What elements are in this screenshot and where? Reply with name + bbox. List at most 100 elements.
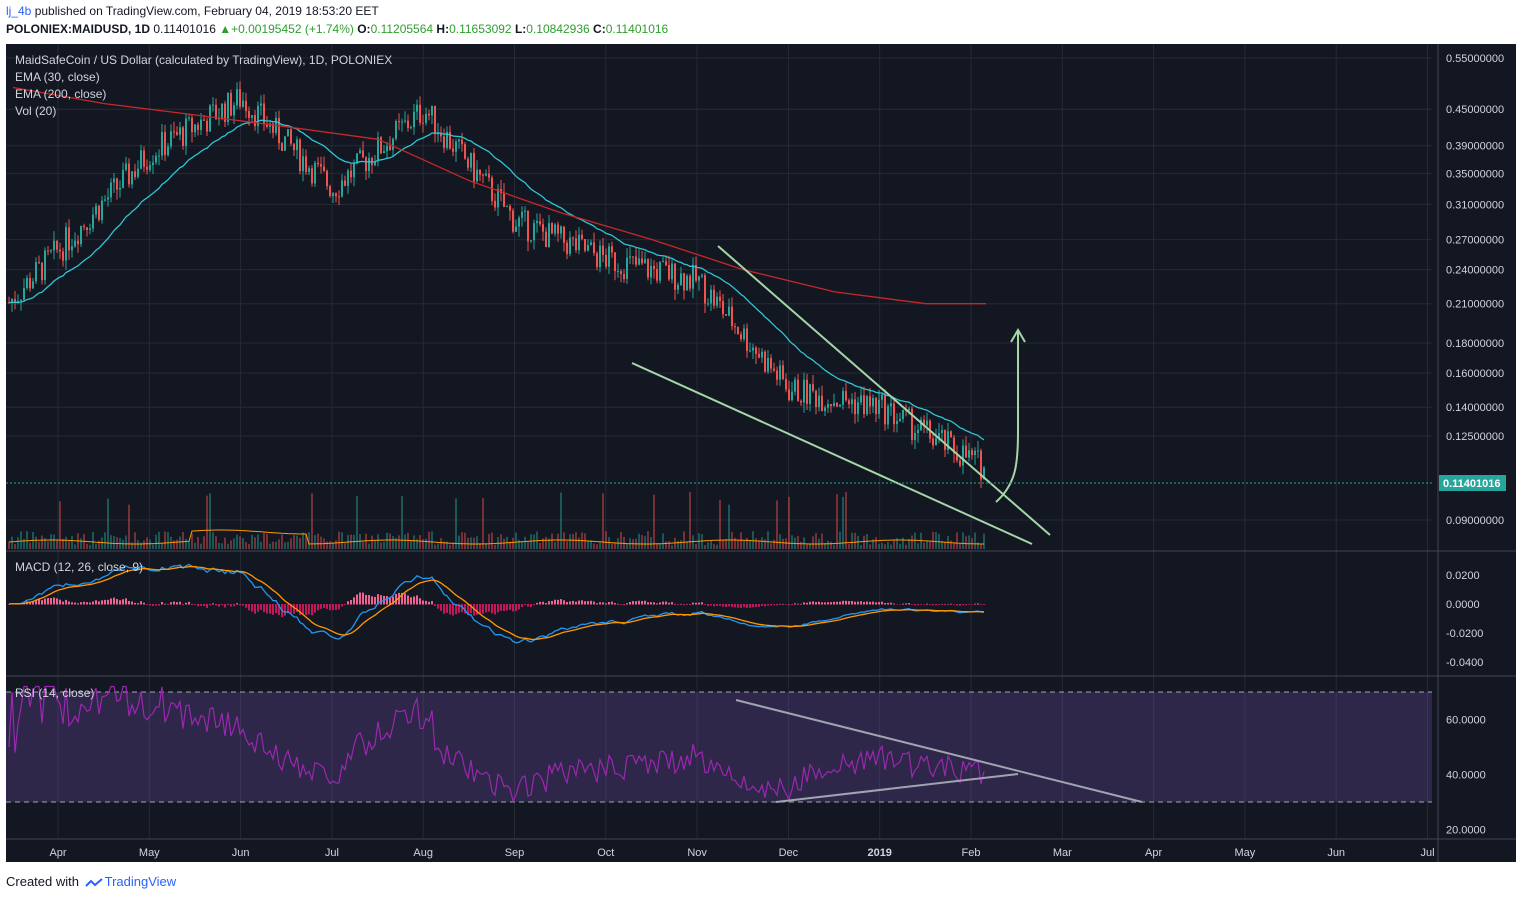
macd-hist-bar (83, 601, 85, 605)
candle (947, 431, 949, 450)
volume-bar (899, 543, 901, 549)
macd-hist-bar (866, 601, 868, 605)
chart-area[interactable] (6, 44, 1516, 862)
macd-hist-bar (320, 604, 322, 609)
candle (158, 155, 160, 157)
candle (848, 400, 850, 405)
macd-hist-bar (935, 604, 937, 606)
macd-hist-bar (944, 604, 946, 606)
candle (212, 104, 214, 106)
macd-hist-bar (920, 604, 922, 605)
volume-bar (311, 493, 313, 549)
macd-hist-bar (509, 604, 511, 610)
volume-bar (764, 539, 766, 549)
volume-bar (113, 536, 115, 549)
volume-bar (857, 535, 859, 549)
macd-hist-bar (608, 602, 610, 605)
macd-line (8, 563, 985, 644)
macd-axis[interactable]: 0.0200 0.0000 -0.0200 -0.0400 (1446, 570, 1483, 669)
candle (140, 150, 142, 169)
macd-hist-bar (902, 603, 904, 605)
macd-hist-bar (341, 604, 343, 607)
wedge-upper-trendline[interactable] (717, 245, 1051, 536)
macd-hist-bar (596, 603, 598, 605)
volume-bar (944, 542, 946, 549)
candle (719, 296, 721, 302)
macd-hist-bar (710, 604, 712, 606)
candle (254, 115, 256, 127)
volume-bar (251, 534, 253, 549)
candle (641, 258, 643, 264)
volume-bar (236, 534, 238, 549)
candle (278, 117, 280, 144)
macd-hist-bar (521, 604, 523, 608)
volume-bar (896, 538, 898, 549)
volume-bar (914, 532, 916, 549)
candle (818, 395, 820, 408)
author-link[interactable]: lj_4b (6, 4, 32, 18)
macd-hist-bar (662, 601, 664, 605)
volume-bar (92, 531, 94, 549)
chart-svg[interactable]: MaidSafeCoin / US Dollar (calculated by … (6, 44, 1516, 862)
candle (434, 105, 436, 135)
candle (494, 200, 496, 208)
price-axis[interactable]: 0.55000000 0.45000000 0.39000000 0.35000000… (1446, 53, 1504, 527)
volume-bar (824, 542, 826, 549)
rsi-lower-trendline[interactable] (775, 773, 1019, 803)
volume-bar (470, 537, 472, 549)
candle (320, 164, 322, 167)
macd-hist-bar (665, 601, 667, 605)
volume-bar (68, 541, 70, 549)
time-axis[interactable]: Apr May Jun Jul Aug Sep Oct Nov Dec 2019 Feb Mar Apr… (49, 847, 1434, 859)
candle (245, 100, 247, 112)
macd-hist-bar (188, 601, 190, 605)
tradingview-link[interactable]: TradingView (104, 874, 177, 889)
volume-bar (398, 535, 400, 549)
candle (470, 152, 472, 168)
candle (728, 306, 730, 316)
macd-hist-bar (221, 604, 223, 606)
volume-bar (95, 543, 97, 549)
volume-bar (20, 531, 22, 549)
macd-hist-bar (398, 592, 400, 605)
volume-bar (746, 537, 748, 549)
candle (449, 131, 451, 149)
macd-hist-bar (926, 603, 928, 605)
candle (926, 420, 928, 426)
volume-bar (137, 540, 139, 549)
volume-bar (692, 535, 694, 549)
volume-bar (962, 532, 964, 549)
volume-bar (902, 537, 904, 549)
volume-bar (761, 537, 763, 549)
rsi-axis[interactable]: 60.0000 40.0000 20.0000 (1446, 715, 1486, 837)
macd-hist-bar (557, 599, 559, 605)
high-value: 0.11653092 (449, 22, 512, 36)
macd-hist-bar (380, 595, 382, 605)
macd-hist-bar (203, 604, 205, 607)
breakout-arrow[interactable] (995, 332, 1019, 503)
candle (62, 251, 64, 261)
volume-bar (641, 534, 643, 549)
macd-hist-bar (728, 604, 730, 607)
macd-hist-bar (938, 604, 940, 605)
candle (170, 131, 172, 147)
candle (200, 119, 202, 130)
volume-bar (158, 531, 160, 549)
candle (143, 150, 145, 167)
volume-bar (428, 531, 430, 549)
candle (503, 193, 505, 207)
volume-bar (833, 544, 835, 549)
candle (959, 460, 961, 466)
volume-bar (851, 532, 853, 549)
candle (761, 351, 763, 358)
candle (608, 246, 610, 267)
wedge-lower-trendline[interactable] (631, 362, 1033, 545)
volume-bar (449, 544, 451, 549)
rsi-upper-trendline[interactable] (735, 699, 1143, 803)
candle (644, 259, 646, 264)
candle (86, 227, 88, 231)
macd-hist-bar (650, 602, 652, 605)
volume-bar (356, 496, 358, 549)
price-change: ▲+0.00195452 (+1.74%) (219, 22, 354, 36)
macd-tick-label: 0.0000 (1446, 599, 1480, 611)
